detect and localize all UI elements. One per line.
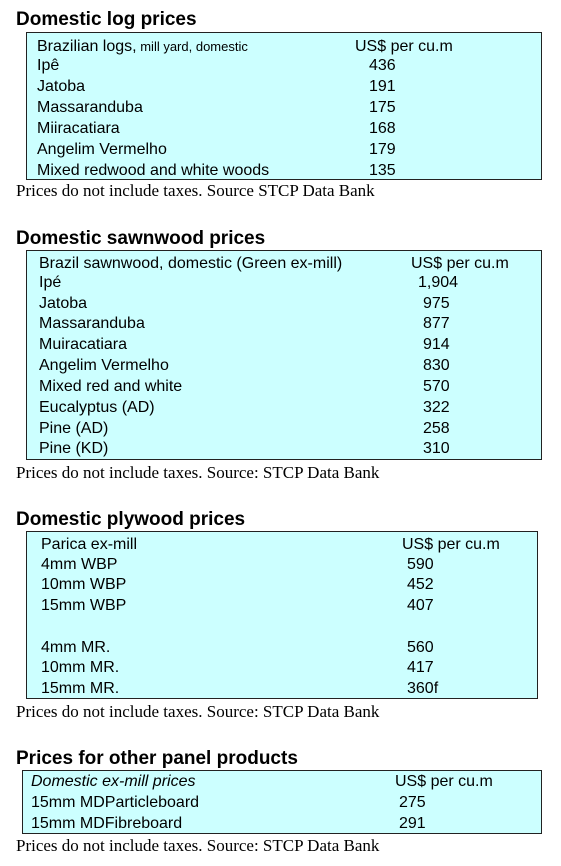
plywood-prices-note: Prices do not include taxes. Source: STC… [16, 702, 380, 721]
table-header-row: Domestic ex-mill prices US$ per cu.m [23, 771, 541, 792]
table-header-row: Parica ex-mill US$ per cu.m [27, 534, 537, 555]
table-header-label: Brazilian logs, [37, 38, 137, 55]
table-row: Massaranduba 175 [27, 97, 541, 118]
row-name: Mixed red and white [39, 378, 183, 395]
row-value: 310 [423, 440, 450, 457]
row-name: Massaranduba [39, 315, 145, 332]
log-prices-note: Prices do not include taxes. Source STCP… [16, 181, 375, 200]
row-name: 15mm WBP [41, 597, 127, 614]
row-name: Jatoba [39, 295, 88, 312]
row-value: 452 [407, 576, 434, 593]
table-row: Pine (AD) 258 [27, 418, 541, 439]
row-value: 360f [407, 680, 439, 697]
table-header-label: Domestic ex-mill prices [31, 773, 196, 790]
row-value: 560 [407, 639, 434, 656]
row-name: 4mm MR. [41, 639, 111, 656]
row-name: Mixed redwood and white woods [37, 162, 270, 179]
table-row: Pine (KD) 310 [27, 438, 541, 459]
row-name: Massaranduba [37, 99, 143, 116]
panel-prices-title: Prices for other panel products [16, 748, 298, 769]
table-row: Muiracatiara 914 [27, 334, 541, 355]
table-row: Angelim Vermelho 179 [27, 139, 541, 160]
row-value: 436 [369, 57, 396, 74]
row-name: 10mm MR. [41, 659, 120, 676]
row-name: Eucalyptus (AD) [39, 399, 155, 416]
table-header-sublabel: mill yard, domestic [136, 39, 248, 54]
row-name: 15mm MDParticleboard [31, 794, 200, 811]
table-row: 15mm WBP 407 [27, 595, 537, 616]
row-value: 1,904 [418, 274, 459, 291]
table-row: 10mm WBP 452 [27, 574, 537, 595]
panel-prices-note: Prices do not include taxes. Source: STC… [16, 836, 380, 855]
table-header-row: Brazil sawnwood, domestic (Green ex-mill… [27, 253, 541, 274]
table-row: 4mm MR. 560 [27, 637, 537, 658]
table-header-row: Brazilian logs, mill yard, domestic US$ … [27, 36, 541, 57]
table-row: Ipê 436 [27, 55, 541, 76]
table-row: 15mm MDParticleboard 275 [23, 792, 541, 813]
log-prices-table: Brazilian logs, mill yard, domestic US$ … [26, 32, 542, 180]
log-prices-title: Domestic log prices [16, 9, 197, 30]
table-header-unit: US$ per cu.m [411, 255, 509, 272]
row-value: 417 [407, 659, 434, 676]
table-row: Angelim Vermelho 830 [27, 355, 541, 376]
table-row: Mixed redwood and white woods 135 [27, 160, 541, 181]
table-row: Eucalyptus (AD) 322 [27, 397, 541, 418]
table-row: Jatoba 975 [27, 293, 541, 314]
row-name: Miiracatiara [37, 120, 120, 137]
table-header-unit: US$ per cu.m [355, 38, 453, 55]
row-value: 914 [423, 336, 450, 353]
row-value: 135 [369, 162, 396, 179]
table-row: 15mm MDFibreboard 291 [23, 813, 541, 834]
row-value: 877 [423, 315, 450, 332]
row-value: 291 [399, 815, 426, 832]
row-value: 590 [407, 556, 434, 573]
row-value: 175 [369, 99, 396, 116]
table-row: Miiracatiara 168 [27, 118, 541, 139]
table-row: 10mm MR. 417 [27, 657, 537, 678]
panel-prices-table: Domestic ex-mill prices US$ per cu.m 15m… [22, 770, 542, 834]
row-value: 168 [369, 120, 396, 137]
row-name: 4mm WBP [41, 556, 118, 573]
table-row: Massaranduba 877 [27, 313, 541, 334]
row-value: 322 [423, 399, 450, 416]
row-value: 179 [369, 141, 396, 158]
sawnwood-prices-note: Prices do not include taxes. Source: STC… [16, 463, 380, 482]
plywood-prices-table: Parica ex-mill US$ per cu.m 4mm WBP 590 1… [26, 531, 538, 699]
table-header-unit: US$ per cu.m [395, 773, 493, 790]
row-value: 258 [423, 420, 450, 437]
row-name: Angelim Vermelho [37, 141, 167, 158]
row-name: 15mm MR. [41, 680, 120, 697]
row-value: 275 [399, 794, 426, 811]
row-value: 570 [423, 378, 450, 395]
table-row: Mixed red and white 570 [27, 376, 541, 397]
row-value: 407 [407, 597, 434, 614]
row-name: Pine (KD) [39, 440, 109, 457]
row-name: Ipé [39, 274, 62, 291]
table-header-label: Brazil sawnwood, domestic (Green ex-mill… [39, 255, 343, 272]
row-name: Jatoba [37, 78, 86, 95]
row-name: Ipê [37, 57, 60, 74]
sawnwood-prices-title: Domestic sawnwood prices [16, 228, 266, 249]
plywood-prices-title: Domestic plywood prices [16, 509, 246, 530]
row-value: 191 [369, 78, 396, 95]
table-row: 4mm WBP 590 [27, 554, 537, 575]
row-name: Muiracatiara [39, 336, 128, 353]
sawnwood-prices-table: Brazil sawnwood, domestic (Green ex-mill… [26, 250, 542, 460]
row-value: 830 [423, 357, 450, 374]
table-row: Ipé 1,904 [27, 272, 541, 293]
row-name: 10mm WBP [41, 576, 127, 593]
row-name: Angelim Vermelho [39, 357, 169, 374]
table-row: 15mm MR. 360f [27, 678, 537, 699]
row-value: 975 [423, 295, 450, 312]
row-name: 15mm MDFibreboard [31, 815, 183, 832]
row-name: Pine (AD) [39, 420, 109, 437]
table-header-label: Parica ex-mill [41, 536, 138, 553]
table-row: Jatoba 191 [27, 76, 541, 97]
table-header-unit: US$ per cu.m [402, 536, 500, 553]
